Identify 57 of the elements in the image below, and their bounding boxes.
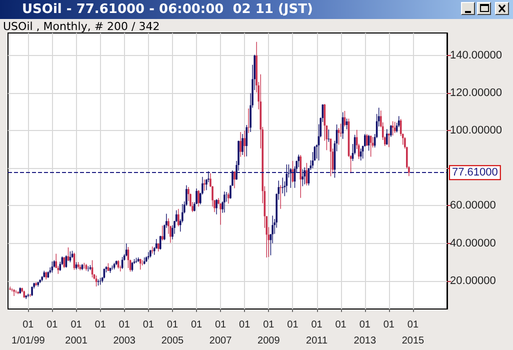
candlestick (159, 235, 162, 250)
candlestick (298, 154, 300, 168)
candlestick (390, 124, 392, 138)
x-tick-label: 01 (46, 320, 58, 330)
candlestick (224, 191, 226, 213)
x-tick-label: 01 (190, 320, 203, 330)
candlestick (328, 129, 330, 142)
x-tick-label: 01 2011 (306, 320, 328, 346)
x-tick-label: 01 2001 (65, 320, 88, 346)
candlestick (178, 208, 180, 227)
candlestick (360, 148, 362, 161)
candlestick (246, 124, 248, 157)
y-tick-label: 60.00000 (450, 200, 496, 212)
candlestick (9, 286, 11, 291)
candlestick (15, 290, 17, 294)
y-tick-label: 140.00000 (450, 50, 502, 62)
candlestick (125, 243, 128, 257)
candlestick (228, 192, 230, 204)
candlestick (216, 198, 218, 215)
x-tick-label: 01 1/01/99 (11, 320, 46, 346)
y-tick-label: 120.00000 (450, 87, 502, 100)
candlestick (11, 288, 13, 292)
x-tick-label: 01 2005 (161, 320, 184, 346)
x-tick-label: 01 (94, 320, 106, 330)
x-tick-label: 01 (335, 320, 347, 330)
chart-title: USOil - 77.61000 - 06:00:00 02 11 (JST) (22, 1, 313, 18)
candlestick (386, 128, 388, 146)
x-tick-label: 01 2015 (402, 320, 425, 346)
candlestick (204, 179, 206, 192)
candlestick (172, 224, 174, 240)
candlestick (242, 134, 244, 156)
candlestick (240, 132, 242, 158)
y-tick-label: 20.00000 (450, 274, 496, 287)
x-tick-label: 01 2013 (354, 320, 376, 346)
x-tick-label: 01 (142, 320, 154, 330)
y-tick-label: 100.00000 (450, 124, 502, 137)
candlestick (300, 154, 302, 198)
candlestick (198, 190, 200, 208)
candlestick (31, 286, 33, 296)
chart-subtitle: USOil , Monthly, # 200 / 342 (3, 20, 160, 33)
candlestick (35, 282, 37, 286)
candlestick (366, 134, 368, 146)
x-tick-label: 01 2009 (258, 320, 280, 346)
x-tick-label: 01 2003 (113, 320, 136, 346)
x-tick-label: 01 (239, 320, 251, 330)
x-tick-label: 01 (383, 320, 395, 330)
x-tick-label: 01 (287, 320, 299, 330)
candlestick (388, 133, 390, 148)
candlestick (280, 184, 282, 210)
candlestick (244, 130, 246, 158)
x-tick-label: 01 2007 (209, 320, 232, 346)
candlestick (282, 177, 284, 194)
candlestick (234, 171, 236, 189)
ref-line-label: 77.61000 (452, 166, 498, 179)
candlestick (162, 225, 164, 241)
y-tick-label: 40.00000 (450, 237, 496, 250)
candlestick (304, 167, 306, 185)
